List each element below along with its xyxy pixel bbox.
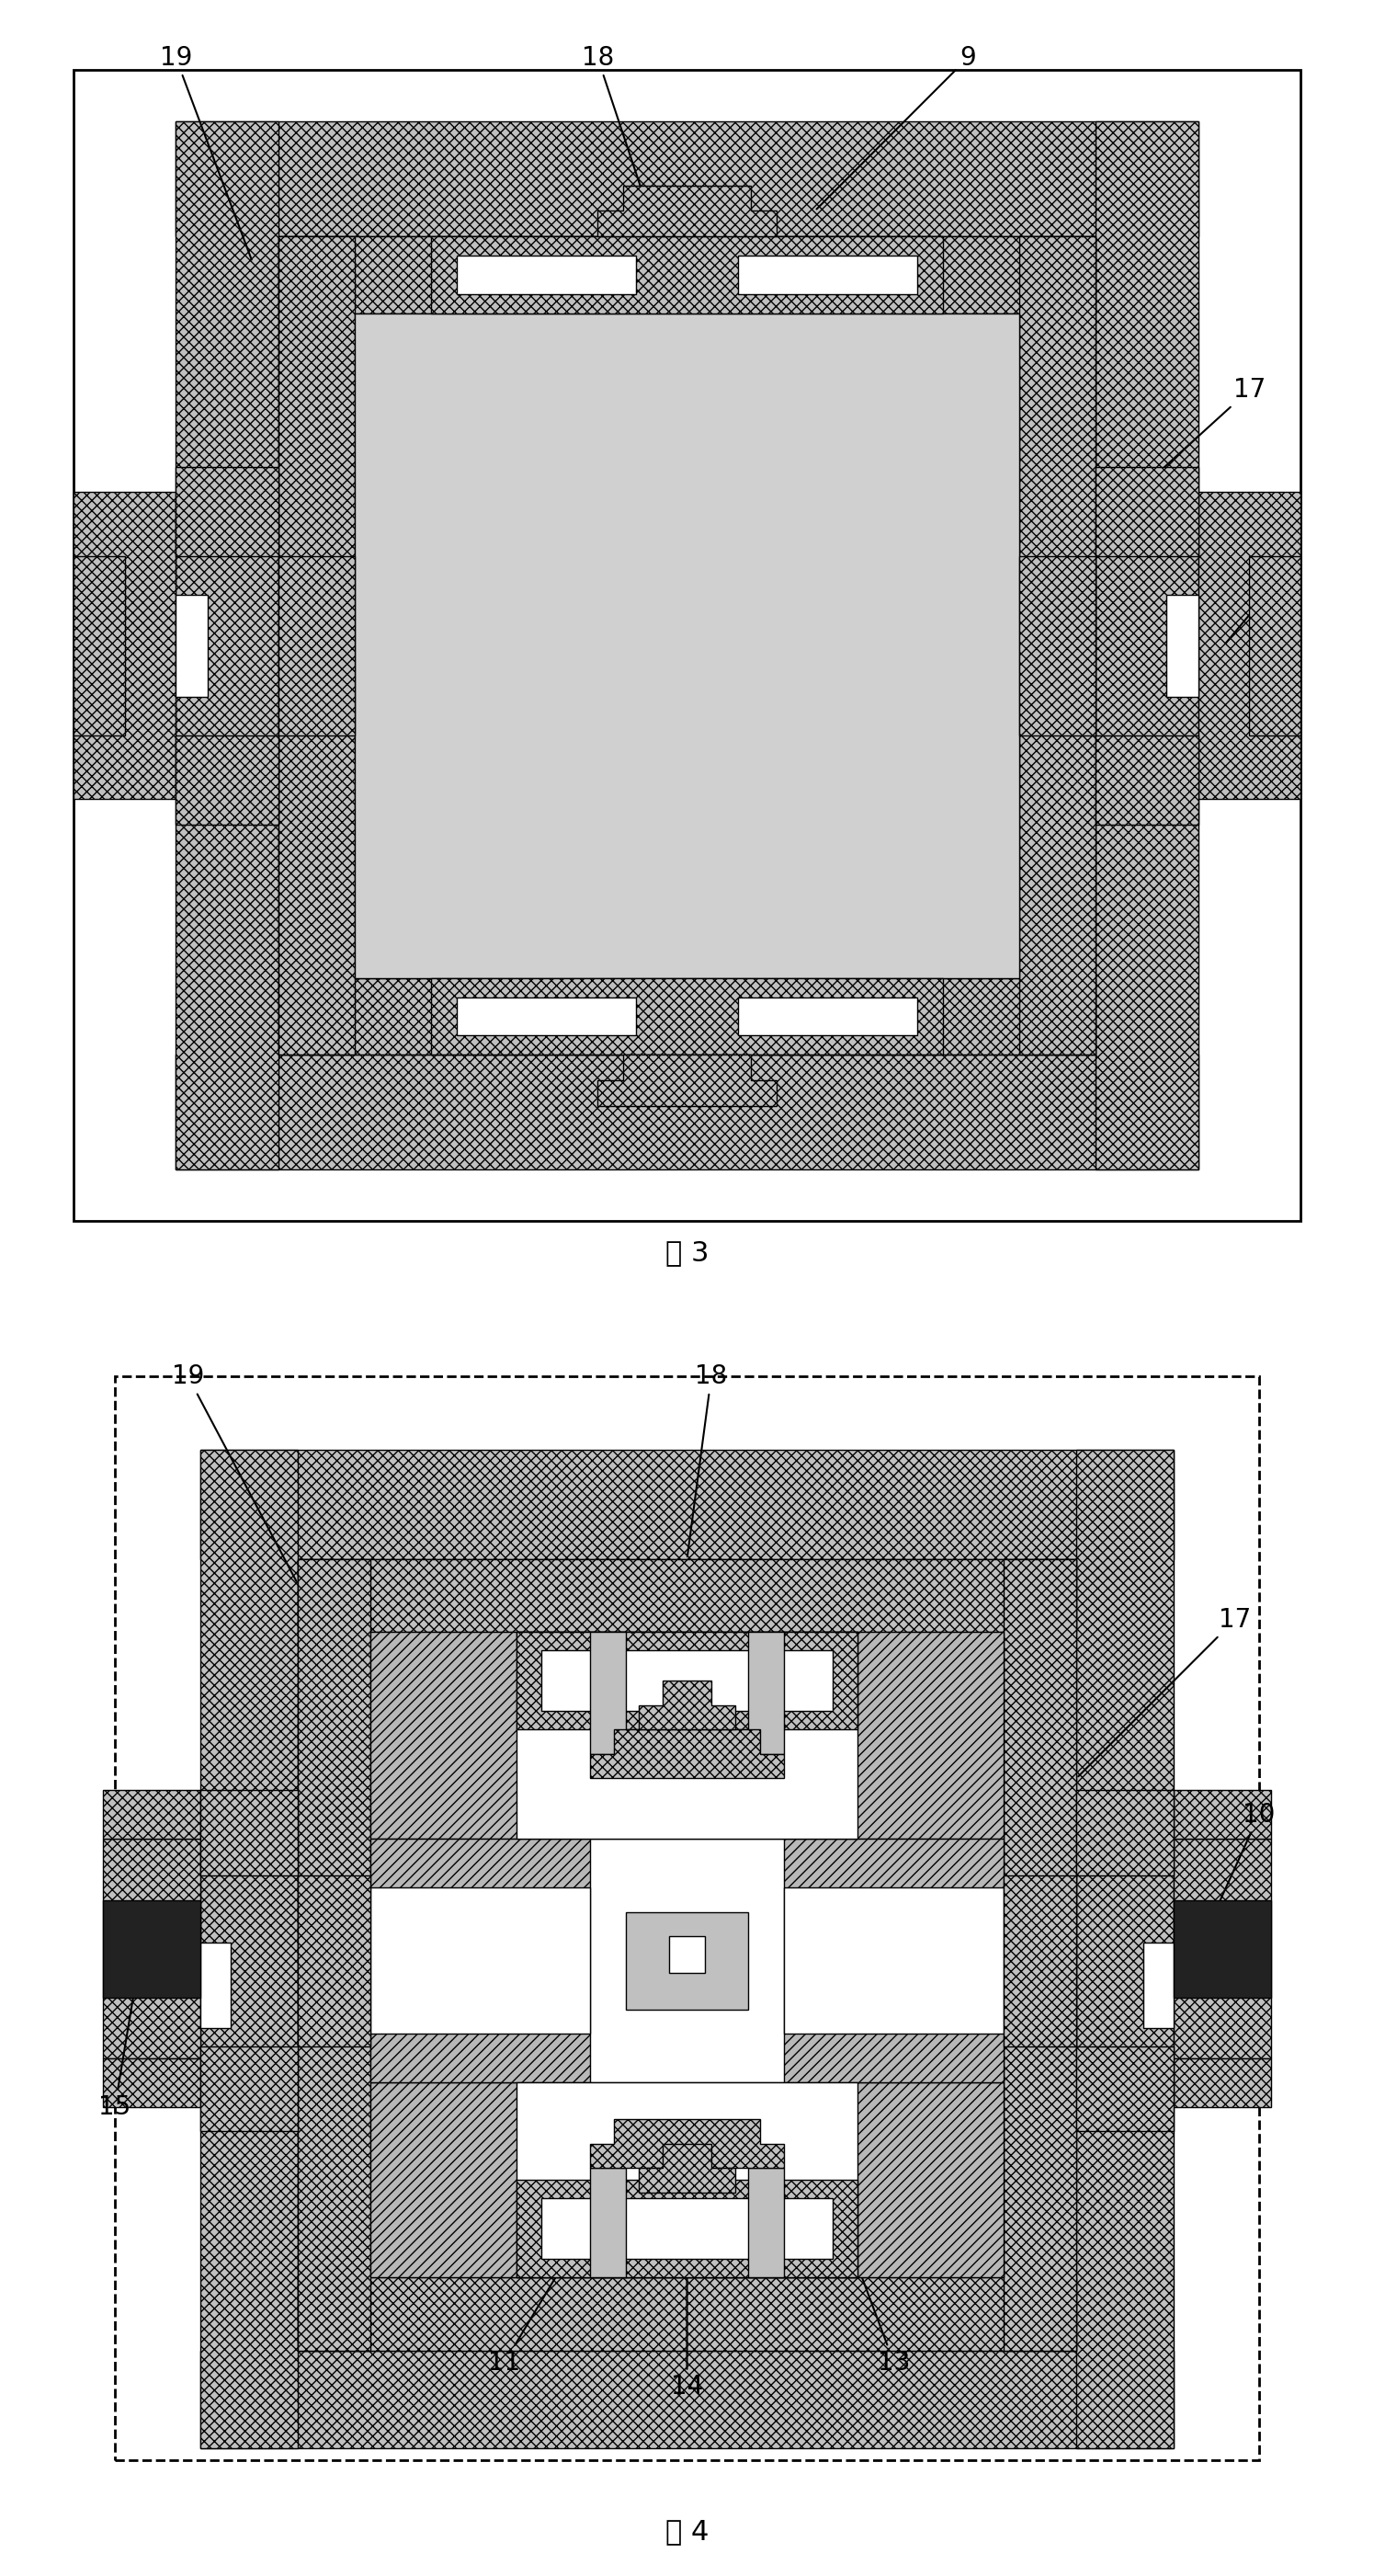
Polygon shape	[1096, 121, 1198, 1170]
Polygon shape	[103, 1839, 201, 2058]
Polygon shape	[1003, 1875, 1076, 2045]
Polygon shape	[1076, 2045, 1173, 2130]
Polygon shape	[517, 1633, 857, 1728]
Polygon shape	[103, 1901, 201, 1996]
Bar	[738, 997, 916, 1036]
Bar	[458, 255, 636, 294]
Bar	[458, 997, 636, 1036]
Bar	[747, 2169, 785, 2277]
Text: 10: 10	[1200, 1801, 1275, 1947]
Polygon shape	[201, 1450, 1173, 1558]
Polygon shape	[176, 121, 1198, 237]
Polygon shape	[176, 734, 278, 824]
Polygon shape	[201, 1790, 298, 1875]
Bar	[747, 1633, 785, 1754]
Text: 图 4: 图 4	[665, 2519, 709, 2545]
Text: 15: 15	[1226, 556, 1304, 644]
Polygon shape	[278, 556, 354, 734]
Polygon shape	[1198, 492, 1300, 799]
Polygon shape	[278, 237, 354, 1054]
Polygon shape	[103, 2058, 201, 2107]
Polygon shape	[431, 237, 943, 314]
Polygon shape	[639, 2143, 735, 2192]
Bar	[1143, 1942, 1173, 2027]
Polygon shape	[354, 314, 1020, 979]
Bar	[541, 2197, 833, 2259]
Bar	[176, 595, 207, 696]
Polygon shape	[176, 121, 278, 1170]
Text: 18: 18	[581, 44, 649, 209]
Polygon shape	[1076, 1790, 1173, 1875]
Polygon shape	[74, 556, 125, 734]
Bar	[669, 1937, 705, 1973]
Polygon shape	[201, 2045, 298, 2130]
Polygon shape	[1003, 1558, 1076, 2349]
Text: 18: 18	[687, 1363, 728, 1556]
Polygon shape	[1173, 1901, 1271, 1996]
Text: 17: 17	[1110, 376, 1265, 515]
Polygon shape	[1076, 1450, 1173, 2447]
Polygon shape	[298, 2277, 1076, 2349]
Polygon shape	[1096, 466, 1198, 556]
Bar	[517, 1633, 857, 1839]
Polygon shape	[371, 1633, 1003, 1839]
Polygon shape	[1249, 556, 1300, 734]
Polygon shape	[639, 1680, 735, 1728]
Polygon shape	[103, 1790, 201, 1839]
Polygon shape	[1173, 1839, 1271, 2058]
Polygon shape	[201, 1450, 298, 2447]
Polygon shape	[371, 1839, 589, 2081]
Polygon shape	[589, 1728, 785, 1777]
Text: 14: 14	[671, 2244, 703, 2401]
Text: 19: 19	[159, 44, 251, 260]
Polygon shape	[201, 2349, 1173, 2447]
Bar	[589, 1633, 627, 1754]
Text: 15: 15	[99, 1963, 139, 2120]
Polygon shape	[785, 1839, 1003, 2081]
Polygon shape	[298, 1558, 1076, 1633]
Polygon shape	[431, 979, 943, 1054]
Text: 9: 9	[816, 44, 977, 209]
Bar	[785, 1888, 1003, 2035]
Text: 13: 13	[822, 2169, 910, 2375]
Polygon shape	[298, 1558, 371, 2349]
Polygon shape	[176, 1054, 1198, 1170]
Polygon shape	[74, 492, 176, 799]
Polygon shape	[371, 2081, 1003, 2277]
Text: 11: 11	[488, 2244, 576, 2375]
Polygon shape	[1173, 2058, 1271, 2107]
Bar	[201, 1942, 231, 2027]
Text: 图 3: 图 3	[665, 1239, 709, 1265]
Polygon shape	[1020, 237, 1096, 1054]
Text: 19: 19	[172, 1363, 297, 1582]
Bar	[589, 2169, 627, 2277]
Polygon shape	[298, 1875, 371, 2045]
Polygon shape	[1096, 734, 1198, 824]
Bar	[1167, 595, 1198, 696]
Polygon shape	[1020, 556, 1096, 734]
Polygon shape	[598, 185, 776, 237]
Bar	[738, 255, 916, 294]
Bar	[627, 1911, 747, 2009]
Bar	[115, 1376, 1259, 2460]
Polygon shape	[1173, 1790, 1271, 1839]
Polygon shape	[278, 237, 1096, 314]
Bar	[517, 2081, 857, 2277]
Text: 17: 17	[1079, 1607, 1250, 1777]
Bar	[371, 1888, 589, 2035]
Polygon shape	[598, 1054, 776, 1105]
Polygon shape	[278, 979, 1096, 1054]
Polygon shape	[517, 2179, 857, 2277]
Polygon shape	[176, 466, 278, 556]
Bar	[541, 1651, 833, 1710]
Polygon shape	[589, 2120, 785, 2169]
